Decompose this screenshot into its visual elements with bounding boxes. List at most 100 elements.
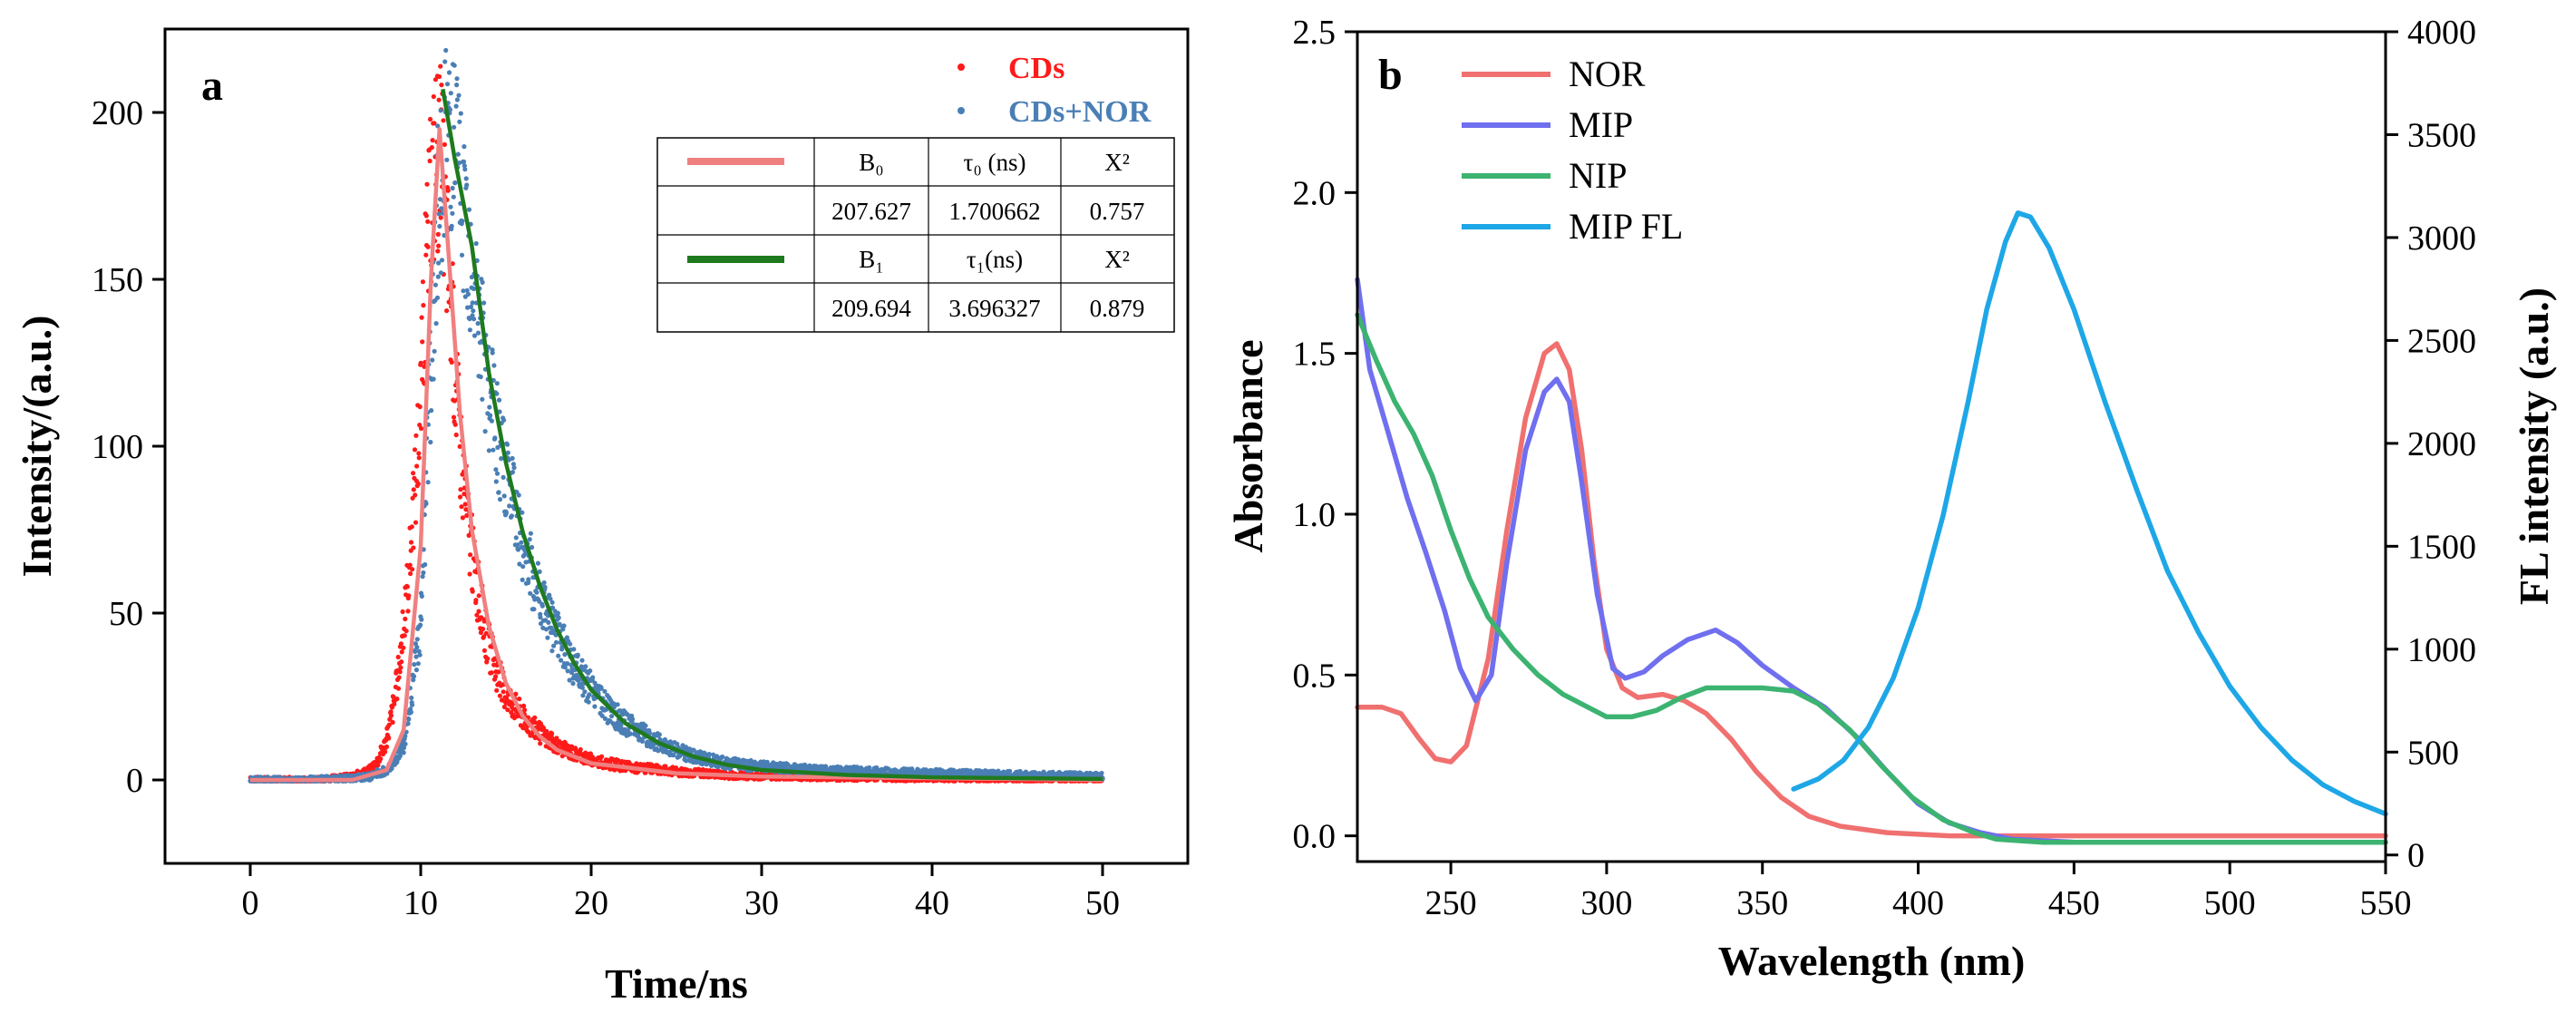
data-point-cds-nor — [456, 161, 462, 166]
data-point-cds-nor — [510, 470, 516, 475]
data-point-cds — [423, 252, 429, 258]
data-point-cds-nor — [443, 47, 449, 54]
panel-b: 250 300 350 400 450 500 550 0.0 0.5 1.0 1.5 2.0 2.5… — [1225, 14, 2557, 984]
panel-a-y-axis-title: Intensity/(a.u.) — [14, 316, 60, 578]
data-point-cds-nor — [549, 599, 555, 605]
data-point-cds-nor — [534, 589, 540, 595]
data-point-cds-nor — [451, 194, 456, 200]
y-tick-label-right: 2000 — [2407, 425, 2476, 463]
data-point-cds-nor — [469, 274, 475, 280]
series-line-nor — [1355, 341, 2388, 839]
data-point-cds-nor — [462, 167, 468, 172]
data-point-cds-nor — [549, 625, 554, 631]
data-point-cds-nor — [406, 716, 412, 722]
panel-b-x-ticks: 250 300 350 400 450 500 550 — [1425, 862, 2412, 922]
data-point-cds-nor — [425, 480, 431, 485]
data-point-cds-nor — [505, 450, 510, 455]
data-point-cds — [544, 728, 549, 734]
data-point-cds — [549, 731, 555, 736]
data-point-cds — [532, 719, 538, 726]
data-point-cds — [522, 707, 528, 713]
table-cell-b0: B₀ — [859, 149, 883, 176]
data-point-cds-nor — [461, 159, 467, 164]
data-point-cds — [383, 749, 388, 755]
data-point-cds-nor — [452, 63, 457, 68]
data-point-cds — [384, 744, 390, 750]
data-point-cds — [501, 689, 506, 695]
data-point-cds-nor — [549, 605, 556, 610]
data-point-cds — [386, 722, 392, 727]
data-point-cds-nor — [618, 723, 624, 728]
data-point-cds-nor — [475, 330, 481, 336]
data-point-cds-nor — [421, 570, 426, 576]
y-tick-label-right: 1000 — [2407, 631, 2476, 669]
data-point-cds — [404, 584, 410, 589]
table-cell-b1: B₁ — [859, 246, 883, 273]
data-point-cds-nor — [519, 540, 524, 545]
data-point-cds-nor — [562, 665, 568, 670]
data-point-cds-nor — [684, 758, 689, 764]
data-point-cds — [407, 562, 413, 568]
data-point-cds — [418, 360, 423, 365]
data-point-cds-nor — [520, 510, 525, 515]
data-point-cds — [425, 244, 431, 249]
y-tick-label-right: 4000 — [2407, 14, 2476, 52]
data-point-cds-nor — [656, 732, 662, 737]
data-point-cds — [501, 704, 508, 710]
data-point-cds — [439, 83, 444, 88]
data-point-cds — [435, 248, 441, 254]
data-point-cds-nor — [515, 547, 521, 552]
x-tick-label: 20 — [574, 884, 608, 922]
data-point-cds — [459, 504, 464, 510]
panel-b-legend: NOR MIP NIP MIP FL — [1462, 54, 1683, 247]
legend-label-nip: NIP — [1569, 155, 1627, 196]
data-point-cds — [452, 422, 458, 427]
data-point-cds-nor — [526, 577, 531, 582]
data-point-cds — [436, 97, 442, 102]
data-point-cds — [405, 609, 411, 614]
data-point-cds — [458, 487, 463, 492]
data-point-cds-nor — [517, 561, 522, 567]
table-cell-tau0-value: 1.700662 — [948, 198, 1040, 225]
data-point-cds-nor — [413, 641, 418, 647]
data-point-cds-nor — [428, 439, 433, 445]
data-point-cds-nor — [538, 615, 543, 620]
data-point-cds — [412, 447, 418, 453]
data-point-cds — [395, 686, 402, 691]
data-point-cds-nor — [1099, 770, 1104, 776]
legend-marker-cds — [957, 63, 965, 71]
data-point-cds-nor — [397, 753, 403, 759]
data-point-cds — [397, 669, 403, 675]
data-point-cds-nor — [436, 211, 442, 217]
data-point-cds — [401, 645, 406, 650]
panel-a-lines — [250, 88, 1103, 783]
data-point-cds-nor — [438, 108, 443, 113]
data-point-cds — [403, 628, 409, 634]
data-point-cds — [420, 339, 425, 345]
data-point-cds-nor — [444, 157, 450, 162]
data-point-cds-nor — [419, 617, 424, 622]
data-point-cds — [432, 121, 437, 126]
x-tick-label: 350 — [1736, 884, 1788, 922]
data-point-cds — [559, 754, 565, 759]
data-point-cds-nor — [586, 699, 591, 705]
data-point-cds — [414, 463, 420, 469]
data-point-cds — [411, 487, 416, 492]
x-tick-label: 30 — [744, 884, 779, 922]
data-point-cds — [479, 615, 484, 620]
y-tick-label: 200 — [92, 94, 143, 132]
data-point-cds-nor — [491, 447, 496, 453]
data-point-cds-nor — [439, 206, 444, 211]
data-point-cds-nor — [475, 321, 481, 326]
fit-parameter-table: B₀ τ₀ (ns) X² 207.627 1.700662 0.757 B₁ … — [656, 137, 1175, 333]
panel-b-lines — [1355, 209, 2388, 845]
data-point-cds-nor — [720, 754, 725, 760]
data-point-cds-nor — [490, 350, 495, 356]
data-point-cds-nor — [509, 513, 515, 519]
data-point-cds — [464, 512, 470, 519]
data-point-cds-nor — [520, 564, 526, 570]
data-point-cds-nor — [590, 675, 596, 680]
data-point-cds-nor — [497, 497, 503, 502]
data-point-cds — [438, 215, 443, 220]
